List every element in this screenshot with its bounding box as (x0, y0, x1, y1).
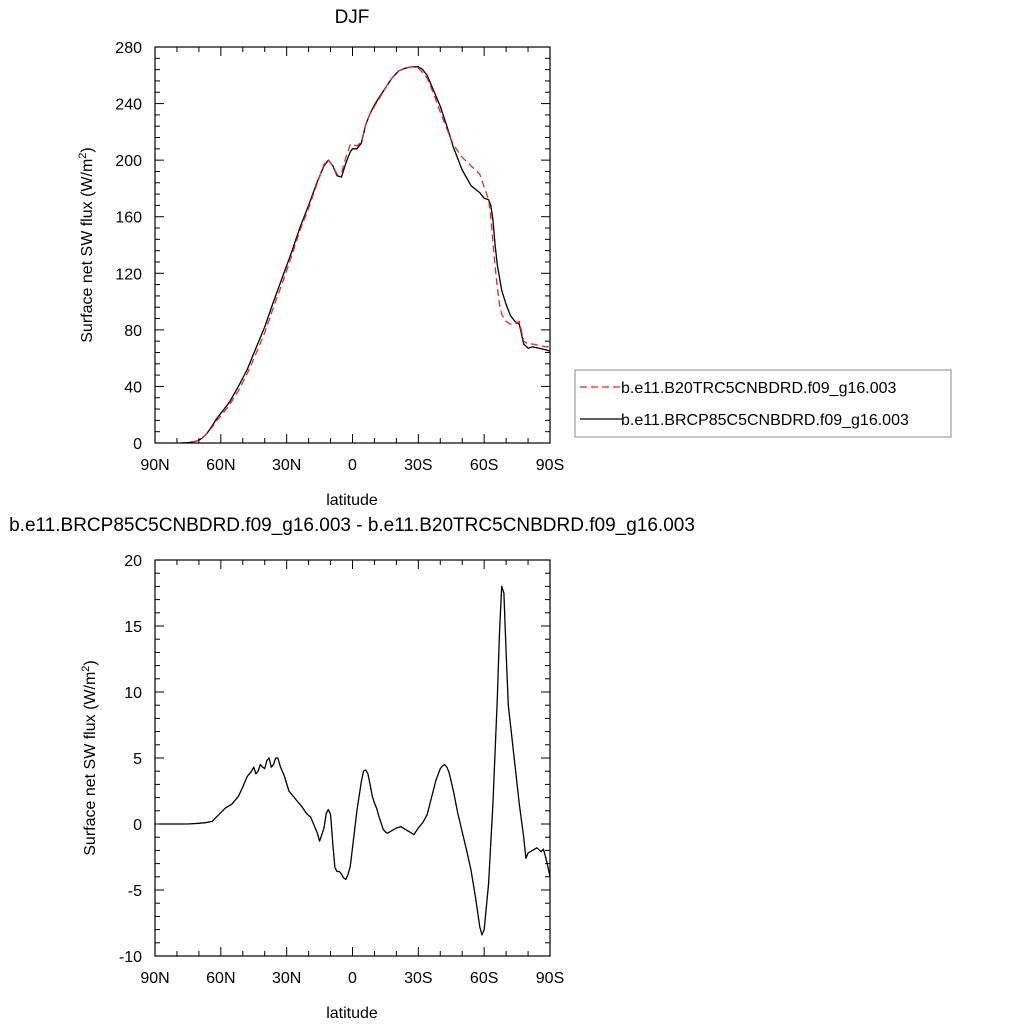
top-chart-x-tick-label: 30S (404, 457, 432, 474)
legend-series-0-label: b.e11.B20TRC5CNBDRD.f09_g16.003 (621, 380, 897, 397)
top-chart-title: DJF (335, 7, 370, 28)
bottom-chart-y-tick-label: 10 (124, 685, 142, 702)
bottom-chart-y-tick-label: 15 (124, 619, 142, 636)
bottom-chart-y-tick-label: -10 (119, 949, 142, 966)
bottom-chart: b.e11.BRCP85C5CNBDRD.f09_g16.003 - b.e11… (9, 515, 695, 1022)
top-chart-y-tick-label: 200 (115, 153, 142, 170)
top-chart-y-axis-label: Surface net SW flux (W/m2) (77, 147, 96, 343)
top-chart-x-tick-label: 60N (206, 457, 235, 474)
top-chart-x-tick-label: 90N (140, 457, 169, 474)
bottom-chart-x-tick-label: 30N (272, 970, 301, 987)
top-chart-y-tick-label: 120 (115, 266, 142, 283)
top-chart-y-tick-label: 0 (133, 436, 142, 453)
top-chart-series-line-1 (181, 66, 551, 444)
top-chart-y-tick-label: 160 (115, 210, 142, 227)
bottom-chart-series-group (159, 585, 551, 936)
top-chart-series-group (181, 66, 551, 444)
top-chart-x-axis-label: latitude (326, 492, 378, 509)
bottom-chart-x-tick-label: 90N (140, 970, 169, 987)
bottom-chart-y-tick-label: 0 (133, 817, 142, 834)
bottom-chart-x-tick-label: 90S (536, 970, 564, 987)
bottom-chart-y-tick-label: 20 (124, 553, 142, 570)
top-chart-x-tick-label: 0 (348, 457, 357, 474)
top-chart-y-tick-label: 240 (115, 97, 142, 114)
bottom-chart-title: b.e11.BRCP85C5CNBDRD.f09_g16.003 - b.e11… (9, 515, 695, 536)
bottom-chart-y-tick-label: -5 (128, 883, 142, 900)
bottom-chart-x-axis-label: latitude (326, 1005, 378, 1022)
bottom-chart-x-tick-label: 0 (348, 970, 357, 987)
top-chart-y-tick-label: 280 (115, 40, 142, 57)
top-chart-series-line-0 (181, 66, 550, 444)
top-chart-x-tick-label: 90S (536, 457, 564, 474)
bottom-chart-y-tick-label: 5 (133, 751, 142, 768)
top-chart: DJF 90N 60N 30N 0 30S 60S 90S 0 40 80 120 160 200 240… (77, 7, 952, 509)
top-chart-plot-frame (154, 46, 551, 444)
bottom-chart-x-tick-label: 60N (206, 970, 235, 987)
top-chart-ticks: 90N 60N 30N 0 30S 60S 90S 0 40 80 120 160 200 240 280 (115, 40, 564, 474)
top-chart-x-tick-label: 30N (272, 457, 301, 474)
bottom-chart-y-axis-label: Surface net SW flux (W/m2) (80, 660, 99, 856)
top-chart-legend: b.e11.B20TRC5CNBDRD.f09_g16.003 b.e11.BR… (574, 369, 952, 438)
bottom-chart-x-tick-label: 30S (404, 970, 432, 987)
legend-series-1-label: b.e11.BRCP85C5CNBDRD.f09_g16.003 (621, 412, 909, 429)
top-chart-x-tick-label: 60S (470, 457, 498, 474)
bottom-chart-series-line-0 (159, 585, 551, 936)
bottom-chart-plot-frame (154, 559, 551, 957)
top-chart-y-tick-label: 80 (124, 323, 142, 340)
legend-box (574, 369, 952, 438)
top-chart-y-tick-label: 40 (124, 379, 142, 396)
bottom-chart-x-tick-label: 60S (470, 970, 498, 987)
bottom-chart-ticks: 90N 60N 30N 0 30S 60S 90S -10 -5 0 5 10 15 20 (119, 553, 564, 987)
